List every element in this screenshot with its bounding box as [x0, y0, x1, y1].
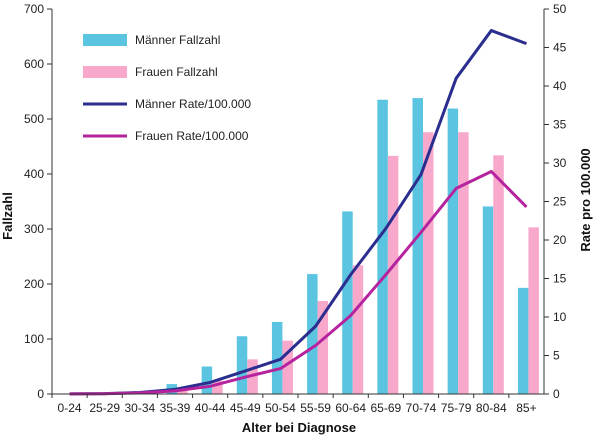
- y2-tick-label-4: 20: [553, 233, 567, 247]
- y2-tick-label-10: 50: [553, 2, 567, 16]
- y-tick-label-7: 700: [24, 2, 44, 16]
- y-tick-label-0: 0: [37, 387, 44, 401]
- y-tick-label-3: 300: [24, 222, 44, 236]
- y2-tick-label-3: 15: [553, 272, 567, 286]
- y-tick-label-6: 600: [24, 57, 44, 71]
- bar-maenner-7: [307, 274, 318, 394]
- y2-tick-label-8: 40: [553, 79, 567, 93]
- lines-layer: [69, 29, 528, 396]
- y2-tick-label-6: 30: [553, 156, 567, 170]
- legend-label-0: Männer Fallzahl: [135, 33, 220, 47]
- x-tick-label-4: 40-44: [195, 401, 226, 415]
- bar-maenner-6: [271, 321, 283, 394]
- y-axis-title: Fallzahl: [0, 192, 15, 240]
- bar-maenner-9: [377, 99, 388, 394]
- bar-maenner-8: [342, 211, 353, 394]
- y-tick-label-2: 200: [24, 277, 44, 291]
- x-tick-label-3: 35-39: [160, 401, 191, 415]
- y2-tick-label-0: 0: [553, 387, 560, 401]
- x-tick-label-13: 85+: [516, 401, 536, 415]
- bar-frauen-13: [528, 227, 539, 394]
- x-axis-title: Alter bei Diagnose: [242, 420, 356, 435]
- x-tick-label-8: 60-64: [335, 401, 366, 415]
- legend-swatch-1: [83, 66, 127, 78]
- legend-label-2: Männer Rate/100.000: [135, 97, 251, 111]
- bar-maenner-13: [517, 287, 529, 394]
- bar-maenner-4: [201, 366, 213, 394]
- x-tick-label-12: 80-84: [476, 401, 507, 415]
- y2-axis-title: Rate pro 100.000: [578, 148, 593, 251]
- bar-frauen-8: [352, 265, 364, 394]
- x-tick-label-9: 65-69: [371, 401, 402, 415]
- axes-layer: [47, 8, 549, 398]
- bar-maenner-10: [412, 98, 423, 394]
- legend-label-3: Frauen Rate/100.000: [135, 129, 249, 143]
- bar-maenner-12: [482, 206, 494, 394]
- x-tick-label-2: 30-34: [125, 401, 156, 415]
- legend: Männer Fallzahl Frauen Fallzahl Männer Rat…: [83, 33, 251, 143]
- y2-tick-label-5: 25: [553, 195, 567, 209]
- line-frauen-rate: [69, 169, 528, 396]
- bars-layer: [61, 98, 539, 395]
- y2-tick-label-1: 5: [553, 349, 560, 363]
- x-tick-label-0: 0-24: [58, 401, 82, 415]
- x-tick-label-11: 75-79: [441, 401, 472, 415]
- bar-frauen-3: [177, 389, 188, 394]
- x-tick-label-7: 55-59: [300, 401, 331, 415]
- bar-frauen-7: [317, 301, 329, 394]
- legend-swatch-0: [83, 34, 127, 46]
- bar-frauen-10: [423, 132, 434, 394]
- y2-tick-label-7: 35: [553, 118, 567, 132]
- bar-frauen-9: [387, 155, 399, 394]
- ticks-layer: 0 100 200 300 400 500 600 700 0 5 10 15 20 25 30 35 40 45…: [24, 2, 567, 415]
- y2-tick-label-9: 45: [553, 41, 567, 55]
- y-tick-label-4: 400: [24, 167, 44, 181]
- bar-frauen-11: [458, 132, 469, 394]
- bar-maenner-5: [236, 336, 248, 394]
- legend-label-1: Frauen Fallzahl: [135, 65, 218, 79]
- y-tick-label-1: 100: [24, 332, 44, 346]
- bar-frauen-12: [493, 155, 504, 394]
- bar-frauen-6: [282, 340, 293, 394]
- bar-frauen-4: [212, 380, 223, 394]
- y-tick-label-5: 500: [24, 112, 44, 126]
- bar-maenner-11: [447, 108, 459, 395]
- y2-tick-label-2: 10: [553, 310, 567, 324]
- x-tick-label-10: 70-74: [406, 401, 437, 415]
- x-tick-label-5: 45-49: [230, 401, 261, 415]
- x-tick-label-1: 25-29: [89, 401, 120, 415]
- x-tick-label-6: 50-54: [265, 401, 296, 415]
